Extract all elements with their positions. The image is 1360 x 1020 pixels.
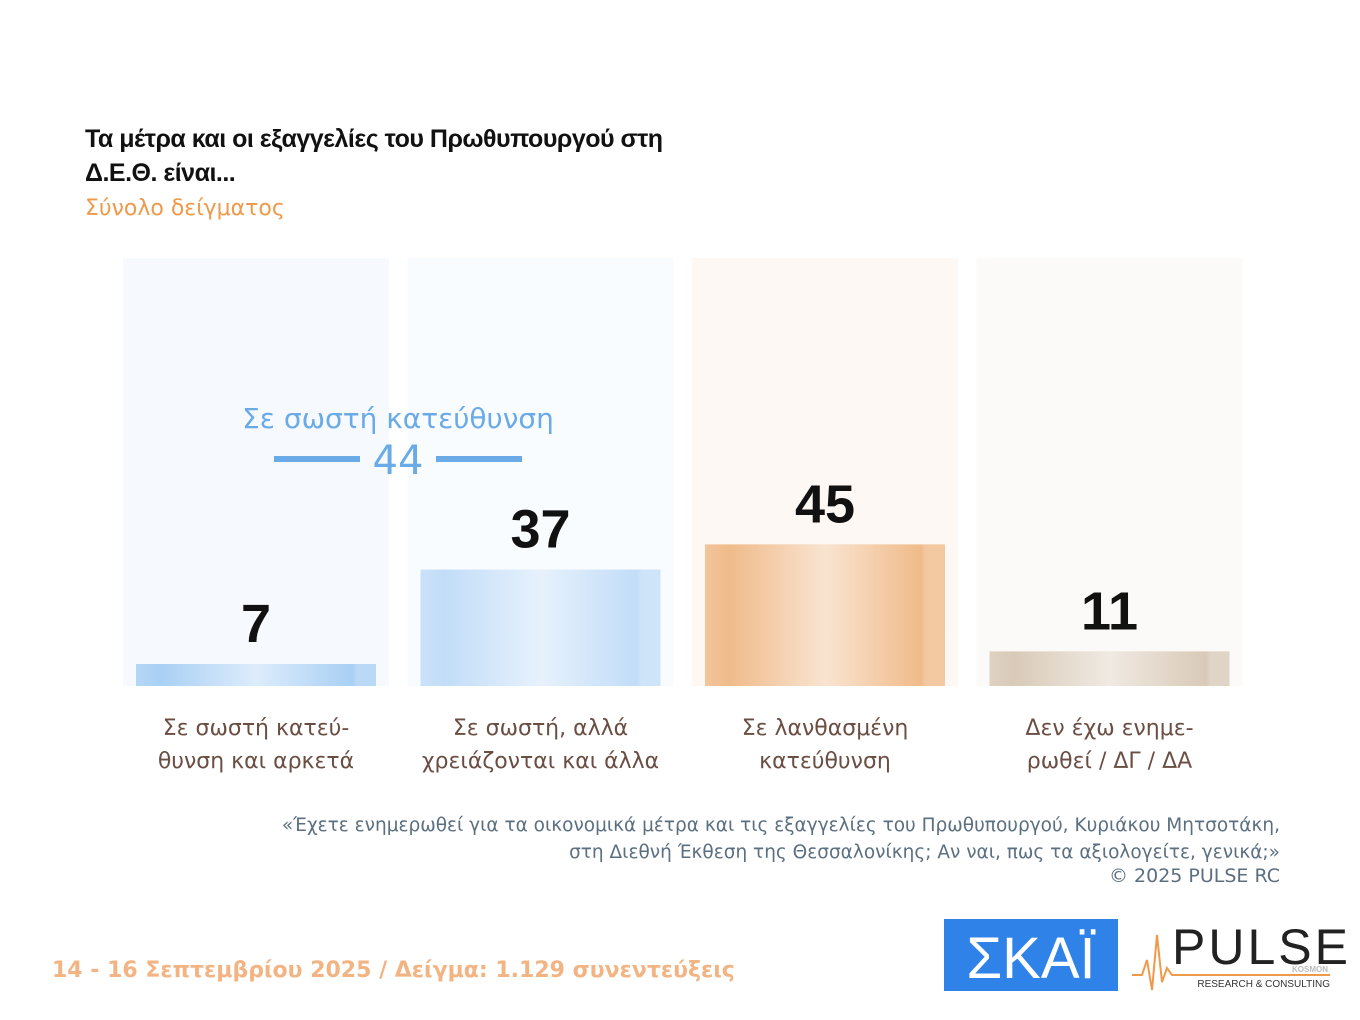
- category-label: Δεν έχω ενημε- ρωθεί / ΔΓ / ΔΑ: [1025, 716, 1194, 774]
- skai-text: ΣΚΑΪ: [966, 926, 1095, 991]
- value-label: 7: [241, 594, 271, 654]
- footer: 14 - 16 Σεπτεμβρίου 2025 / Δείγμα: 1.129…: [52, 958, 735, 983]
- annotation-value: 44: [373, 438, 424, 484]
- value-label: 45: [795, 474, 855, 534]
- category-label: Σε σωστή, αλλά χρειάζονται και άλλα: [421, 716, 660, 774]
- pulse-logo: PULSE KOSMON RESEARCH & CONSULTING: [1132, 919, 1351, 991]
- bar-shine: [989, 651, 1230, 686]
- category-label: Σε λανθασμένη κατεύθυνση: [741, 716, 909, 774]
- bar-shine: [136, 663, 376, 686]
- bar-panel: [123, 258, 389, 686]
- bar-shine: [420, 569, 661, 686]
- bar-shine: [705, 544, 945, 686]
- category-label: Σε σωστή κατεύ- θυνση και αρκετά: [157, 716, 355, 774]
- pulse-text: PULSE: [1172, 919, 1351, 975]
- pulse-tag: KOSMON: [1292, 965, 1328, 974]
- chart-subtitle: Σύνολο δείγματος: [85, 196, 285, 221]
- skai-box: [944, 919, 1118, 991]
- annotation-text: Σε σωστή κατεύθυνση: [242, 402, 554, 435]
- copyright: © 2025 PULSE RC: [1108, 865, 1280, 887]
- pulse-wave: [1132, 934, 1330, 991]
- bar-panel: [976, 258, 1243, 686]
- value-label: 37: [510, 500, 570, 560]
- question-note: «Έχετε ενημερωθεί για τα οικονομικά μέτρ…: [281, 815, 1280, 863]
- value-label: 11: [1081, 581, 1138, 641]
- pulse-sub: RESEARCH & CONSULTING: [1197, 979, 1330, 990]
- skai-logo: ΣΚΑΪ: [944, 919, 1118, 991]
- chart-title: Τα μέτρα και οι εξαγγελίες του Πρωθυπουρ…: [85, 125, 663, 187]
